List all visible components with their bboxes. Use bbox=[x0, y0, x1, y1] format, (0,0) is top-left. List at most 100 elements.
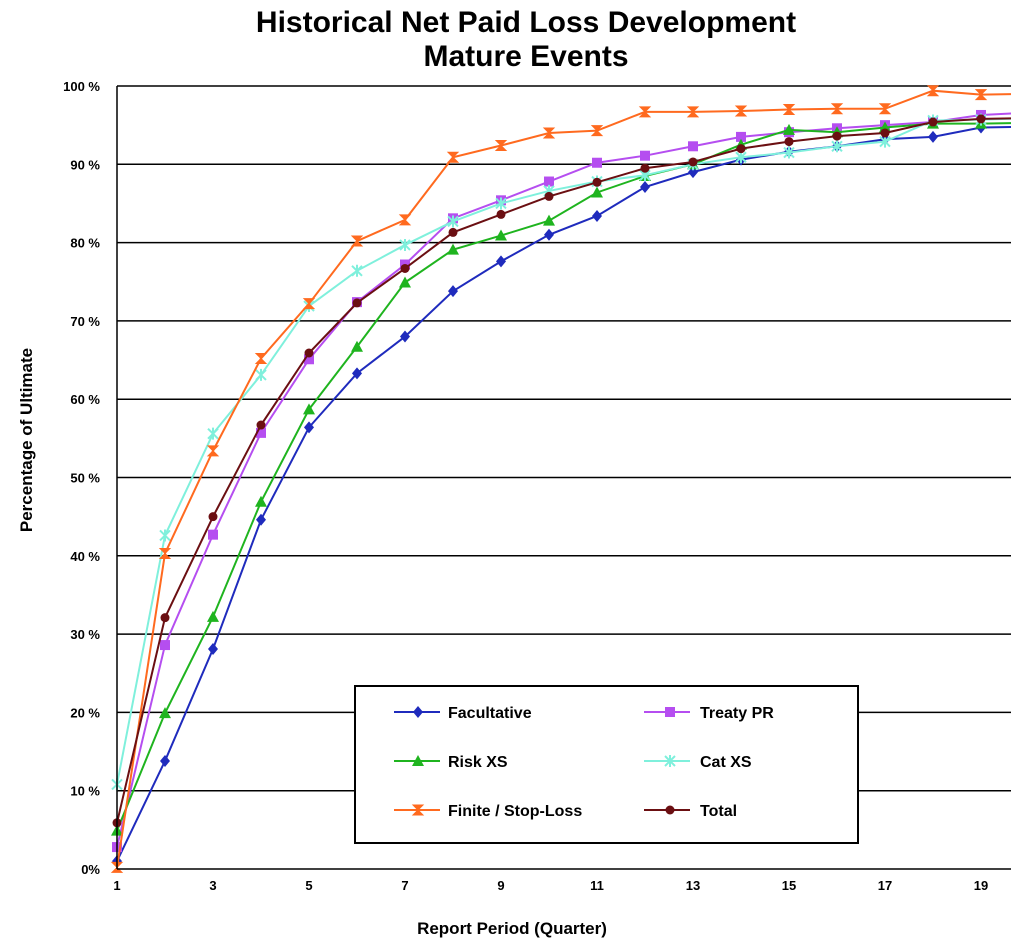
data-point-total bbox=[352, 298, 362, 308]
data-point-finite_stop_loss bbox=[590, 125, 604, 137]
data-point-treaty_pr bbox=[256, 427, 266, 438]
data-point-facultative bbox=[928, 130, 938, 143]
data-point-risk_xs bbox=[351, 340, 363, 352]
legend-marker-treaty_pr bbox=[665, 707, 675, 717]
data-point-finite_stop_loss bbox=[830, 103, 844, 115]
legend-label-finite_stop_loss: Finite / Stop-Loss bbox=[448, 803, 582, 820]
data-point-cat_xs bbox=[159, 529, 171, 542]
y-tick-label: 10 % bbox=[70, 784, 100, 799]
legend-marker-cat_xs bbox=[664, 755, 676, 767]
data-point-facultative bbox=[400, 330, 410, 343]
data-point-cat_xs bbox=[447, 215, 459, 228]
data-point-facultative bbox=[544, 228, 554, 241]
legend-label-facultative: Facultative bbox=[448, 705, 532, 722]
data-point-cat_xs bbox=[207, 427, 219, 440]
data-point-finite_stop_loss bbox=[974, 89, 988, 101]
series-total bbox=[112, 114, 1011, 828]
data-point-finite_stop_loss bbox=[926, 85, 940, 97]
data-point-total bbox=[592, 177, 602, 187]
x-tick-label: 19 bbox=[974, 878, 988, 893]
x-tick-label: 9 bbox=[497, 878, 504, 893]
chart-title-line2: Mature Events bbox=[423, 40, 628, 73]
data-point-treaty_pr bbox=[592, 157, 602, 168]
series-finite_stop_loss bbox=[110, 85, 1011, 873]
data-point-finite_stop_loss bbox=[734, 105, 748, 117]
data-point-treaty_pr bbox=[304, 354, 314, 365]
data-point-finite_stop_loss bbox=[782, 103, 796, 115]
data-point-total bbox=[160, 613, 170, 623]
data-point-treaty_pr bbox=[208, 529, 218, 540]
data-point-total bbox=[832, 131, 842, 141]
data-point-total bbox=[304, 348, 314, 358]
data-point-facultative bbox=[496, 255, 506, 268]
data-point-risk_xs bbox=[255, 495, 267, 507]
y-tick-label: 60 % bbox=[70, 392, 100, 407]
y-tick-label: 0% bbox=[81, 862, 100, 877]
legend-label-treaty_pr: Treaty PR bbox=[700, 705, 774, 722]
data-point-finite_stop_loss bbox=[878, 103, 892, 115]
data-point-finite_stop_loss bbox=[254, 352, 268, 364]
data-point-facultative bbox=[304, 421, 314, 434]
data-point-cat_xs bbox=[399, 238, 411, 251]
x-tick-label: 3 bbox=[209, 878, 216, 893]
legend-label-risk_xs: Risk XS bbox=[448, 754, 508, 771]
data-point-cat_xs bbox=[879, 135, 891, 148]
series-line-cat_xs bbox=[116, 117, 1011, 785]
data-point-risk_xs bbox=[783, 123, 795, 135]
series-line-total bbox=[116, 117, 1011, 824]
data-point-cat_xs bbox=[735, 151, 747, 164]
data-point-facultative bbox=[208, 642, 218, 655]
x-tick-label: 7 bbox=[401, 878, 408, 893]
data-point-finite_stop_loss bbox=[446, 151, 460, 163]
series-line-finite_stop_loss bbox=[116, 89, 1011, 868]
data-point-finite_stop_loss bbox=[494, 140, 508, 152]
data-point-total bbox=[400, 263, 410, 273]
x-axis-label: Report Period (Quarter) bbox=[417, 919, 607, 938]
y-axis-ticks: 0% 10 % 20 % 30 % 40 % 50 % 60 % 70 % 80 % 90 % 10… bbox=[63, 79, 100, 877]
legend-marker-total bbox=[665, 805, 675, 815]
data-point-total bbox=[544, 191, 554, 201]
data-point-risk_xs bbox=[591, 186, 603, 198]
data-point-finite_stop_loss bbox=[398, 214, 412, 226]
data-point-total bbox=[496, 209, 506, 219]
data-point-facultative bbox=[256, 513, 266, 526]
data-point-finite_stop_loss bbox=[686, 106, 700, 118]
data-point-cat_xs bbox=[255, 368, 267, 381]
data-point-facultative bbox=[352, 367, 362, 380]
y-tick-label: 90 % bbox=[70, 157, 100, 172]
gridlines bbox=[117, 85, 1011, 792]
x-tick-label: 15 bbox=[782, 878, 796, 893]
y-tick-label: 30 % bbox=[70, 627, 100, 642]
data-point-treaty_pr bbox=[688, 141, 698, 152]
data-point-facultative bbox=[448, 285, 458, 298]
chart-title-line1: Historical Net Paid Loss Development bbox=[256, 6, 796, 39]
x-tick-label: 11 bbox=[590, 878, 604, 893]
data-point-total bbox=[256, 420, 266, 430]
series-line-risk_xs bbox=[116, 122, 1011, 832]
y-tick-label: 70 % bbox=[70, 314, 100, 329]
legend: Facultative Treaty PR Risk XS Cat XS Finite … bbox=[354, 685, 859, 844]
data-point-risk_xs bbox=[447, 243, 459, 255]
y-tick-label: 80 % bbox=[70, 236, 100, 251]
data-point-finite_stop_loss bbox=[206, 445, 220, 457]
data-point-cat_xs bbox=[831, 140, 843, 153]
data-point-risk_xs bbox=[495, 229, 507, 241]
data-point-risk_xs bbox=[543, 214, 555, 226]
y-tick-label: 40 % bbox=[70, 549, 100, 564]
data-point-risk_xs bbox=[207, 610, 219, 622]
data-point-total bbox=[928, 117, 938, 127]
x-axis-ticks: 1 3 5 7 9 11 13 15 17 19 bbox=[113, 878, 988, 893]
data-point-total bbox=[784, 137, 794, 147]
data-point-facultative bbox=[160, 754, 170, 767]
data-point-finite_stop_loss bbox=[638, 106, 652, 118]
data-point-total bbox=[640, 163, 650, 173]
y-tick-label: 20 % bbox=[70, 705, 100, 720]
data-point-cat_xs bbox=[495, 197, 507, 210]
data-point-cat_xs bbox=[783, 146, 795, 159]
data-point-cat_xs bbox=[351, 264, 363, 277]
legend-marker-facultative bbox=[413, 706, 423, 718]
data-point-total bbox=[208, 512, 218, 522]
data-point-total bbox=[880, 128, 890, 138]
x-tick-label: 17 bbox=[878, 878, 892, 893]
